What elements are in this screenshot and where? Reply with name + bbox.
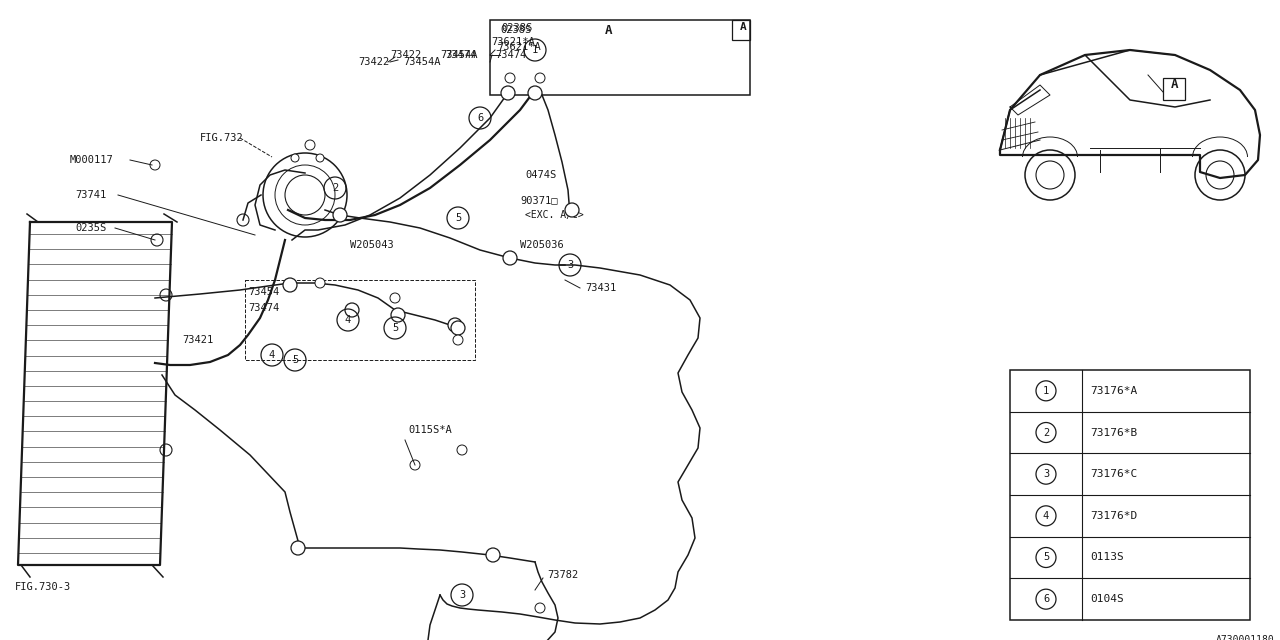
Text: 0235S: 0235S [76,223,106,233]
Circle shape [315,278,325,288]
Text: 73454A: 73454A [440,50,477,60]
Text: FIG.730-3: FIG.730-3 [15,582,72,592]
Text: 73422: 73422 [390,50,421,60]
Text: A: A [1171,79,1179,92]
Circle shape [564,203,579,217]
Text: 73474: 73474 [445,50,476,60]
Circle shape [506,73,515,83]
Text: A730001180: A730001180 [1216,635,1275,640]
Text: W205043: W205043 [349,240,394,250]
Circle shape [503,251,517,265]
Circle shape [150,160,160,170]
Text: 3: 3 [567,260,573,270]
Text: 5: 5 [1043,552,1050,563]
Text: 73176*C: 73176*C [1091,469,1137,479]
Text: 0238S: 0238S [500,25,531,35]
Bar [732,20,750,40]
Text: 73176*B: 73176*B [1091,428,1137,438]
Text: <EXC. A/C>: <EXC. A/C> [525,210,584,220]
Circle shape [316,154,324,162]
Text: 73621*A: 73621*A [492,37,535,47]
Text: 73176*A: 73176*A [1091,386,1137,396]
Text: 0474S: 0474S [525,170,557,180]
Text: 6: 6 [477,113,483,123]
Text: 73454A: 73454A [403,57,440,67]
Text: A: A [740,22,748,32]
Circle shape [457,445,467,455]
Text: 73621*A: 73621*A [497,42,540,52]
Text: 73741: 73741 [76,190,106,200]
Text: 73176*D: 73176*D [1091,511,1137,521]
Text: 6: 6 [1043,594,1050,604]
Circle shape [390,308,404,322]
Circle shape [291,154,300,162]
Circle shape [448,318,462,332]
Circle shape [291,541,305,555]
Circle shape [390,293,399,303]
Text: 73454: 73454 [248,287,279,297]
Text: 73474: 73474 [495,50,526,60]
Circle shape [305,140,315,150]
Bar [1164,78,1185,100]
Text: 73431: 73431 [585,283,616,293]
Circle shape [346,303,358,317]
Text: 5: 5 [454,213,461,223]
Text: FIG.732: FIG.732 [200,133,243,143]
Text: 5: 5 [392,323,398,333]
Circle shape [333,208,347,222]
Text: 0113S: 0113S [1091,552,1124,563]
Text: 90371□: 90371□ [520,195,558,205]
Text: 0104S: 0104S [1091,594,1124,604]
Text: 4: 4 [344,315,351,325]
Circle shape [151,234,163,246]
Bar [490,20,750,95]
Circle shape [500,86,515,100]
Text: 0238S: 0238S [500,23,532,33]
Text: 73422: 73422 [358,57,389,67]
Text: 0115S*A: 0115S*A [408,425,452,435]
Text: 73421: 73421 [182,335,214,345]
Text: 5: 5 [292,355,298,365]
Text: M000117: M000117 [70,155,114,165]
Text: 4: 4 [1043,511,1050,521]
Text: 73474: 73474 [248,303,279,313]
Text: 3: 3 [458,590,465,600]
Text: 1: 1 [1043,386,1050,396]
Text: 1: 1 [532,45,538,55]
Circle shape [410,460,420,470]
Text: 3: 3 [1043,469,1050,479]
Text: 73782: 73782 [547,570,579,580]
Circle shape [486,548,500,562]
Circle shape [535,73,545,83]
Circle shape [453,335,463,345]
Text: 4: 4 [269,350,275,360]
Text: 2: 2 [332,183,338,193]
Circle shape [237,214,250,226]
Text: 2: 2 [1043,428,1050,438]
Circle shape [529,86,541,100]
Circle shape [283,278,297,292]
Circle shape [160,289,172,301]
Circle shape [160,444,172,456]
Bar [1010,370,1251,620]
Text: W205036: W205036 [520,240,563,250]
Circle shape [535,603,545,613]
Circle shape [451,321,465,335]
Text: A: A [605,24,613,36]
